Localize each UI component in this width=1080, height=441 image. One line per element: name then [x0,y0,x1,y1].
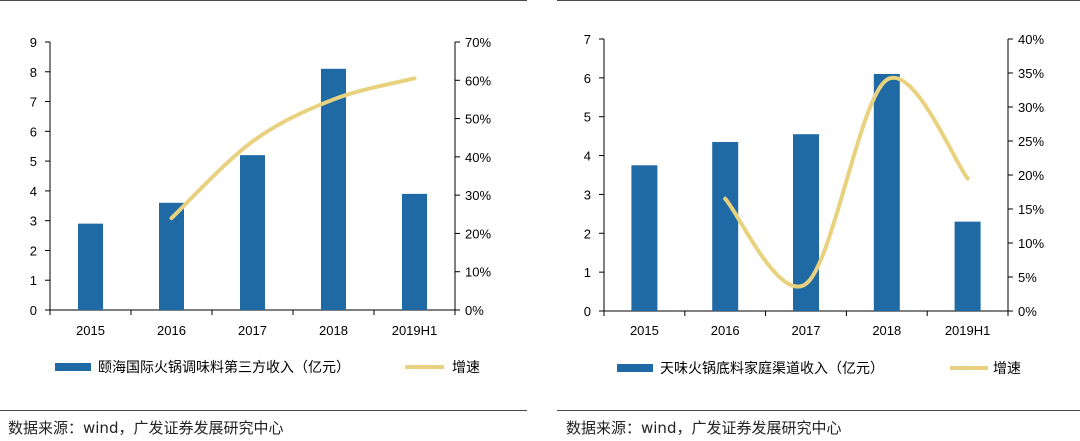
left-x-tick-label: 2017 [238,323,267,338]
right-right-tick-label: 10% [1018,236,1044,251]
left-left-tick-label: 4 [30,184,37,199]
right-left-tick-label: 2 [584,226,591,241]
source-note-left: 数据来源：wind，广发证券发展研究中心 [8,419,284,437]
left-left-tick-label: 7 [30,95,37,110]
right-left-tick-label: 3 [584,187,591,202]
right-growth-line [723,75,970,289]
right-left-tick-label: 7 [584,32,591,47]
right-right-tick-label: 25% [1018,134,1044,149]
left-bar [159,202,184,310]
left-legend-bar-label: 颐海国际火锅调味料第三方收入（亿元） [98,359,350,376]
left-left-tick-label: 0 [30,303,37,318]
right-right-tick-label: 40% [1018,32,1044,47]
right-left-tick-label: 4 [584,149,591,164]
right-x-tick-label: 2015 [630,323,659,338]
right-bar [631,165,658,311]
left-growth-line [169,76,417,221]
left-x-tick-label: 2016 [157,323,186,338]
left-left-tick-label: 6 [30,124,37,139]
left-bar [78,223,103,310]
left-left-tick-label: 3 [30,214,37,229]
bottom-rule-left [0,410,527,411]
right-left-tick-label: 5 [584,110,591,125]
right-legend-bar-swatch [617,364,653,372]
right-right-tick-label: 30% [1018,100,1044,115]
right-x-tick-label: 2018 [872,323,901,338]
top-rule-right [557,0,1080,1]
left-right-tick-label: 40% [465,150,491,165]
left-right-tick-label: 30% [465,188,491,203]
left-bar [321,68,346,310]
right-right-tick-label: 15% [1018,202,1044,217]
right-right-tick-label: 20% [1018,168,1044,183]
left-right-tick-label: 50% [465,112,491,127]
left-right-tick-label: 10% [465,265,491,280]
left-right-tick-label: 0% [465,303,484,318]
left-x-tick-label: 2018 [319,323,348,338]
left-right-tick-label: 20% [465,226,491,241]
right-bar [712,141,739,311]
right-x-tick-label: 2016 [711,323,740,338]
left-bar [402,193,427,310]
left-left-tick-label: 2 [30,243,37,258]
right-left-tick-label: 1 [584,265,591,280]
right-right-tick-label: 5% [1018,270,1037,285]
left-right-tick-label: 70% [465,35,491,50]
right-legend-bar-label: 天味火锅底料家庭渠道收入（亿元） [660,360,884,377]
left-left-tick-label: 9 [30,35,37,50]
left-left-tick-label: 8 [30,65,37,80]
left-left-tick-label: 1 [30,273,37,288]
source-note-right: 数据来源：wind，广发证券发展研究中心 [566,419,842,437]
left-x-tick-label: 2015 [76,323,105,338]
right-bar [873,73,900,311]
right-left-tick-label: 6 [584,71,591,86]
left-left-tick-label: 5 [30,154,37,169]
top-rule-left [0,0,527,1]
left-x-tick-label: 2019H1 [392,323,438,338]
right-right-tick-label: 0% [1018,304,1037,319]
right-legend-line-label: 增速 [993,361,1021,377]
right-right-tick-label: 35% [1018,66,1044,81]
left-legend-bar-swatch [55,363,91,371]
right-left-tick-label: 0 [584,304,591,319]
right-x-tick-label: 2017 [792,323,821,338]
left-legend-line-label: 增速 [452,360,480,376]
right-bar [954,221,981,311]
left-bar [240,155,265,310]
bottom-rule-right [557,410,1080,411]
left-right-tick-label: 60% [465,73,491,88]
right-x-tick-label: 2019H1 [945,323,991,338]
